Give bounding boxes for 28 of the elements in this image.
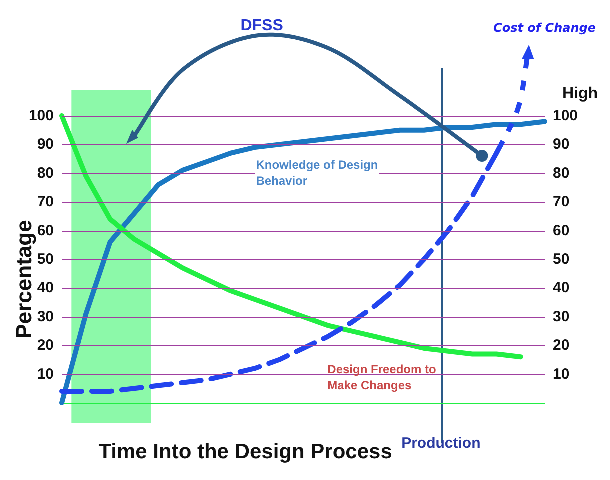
y2-tick-label: 50 bbox=[553, 251, 570, 268]
y2-tick-label: 40 bbox=[553, 280, 570, 297]
text: Production bbox=[402, 435, 481, 452]
y2-tick-label: 10 bbox=[553, 366, 570, 383]
text: High bbox=[562, 86, 598, 102]
series-label: Knowledge of Design Behavior bbox=[256, 158, 378, 188]
y-tick-label: 10 bbox=[37, 366, 54, 383]
y-tick-label: 90 bbox=[37, 136, 54, 154]
y-tick-label: 30 bbox=[37, 308, 54, 326]
y-tick-label: 20 bbox=[37, 337, 54, 354]
series-label: Design Freedom to Make Changes bbox=[328, 362, 436, 392]
text: Cost of Change bbox=[494, 21, 596, 35]
y2-tick-label: 30 bbox=[553, 308, 570, 326]
y-tick-label: 50 bbox=[37, 251, 54, 268]
y-tick-label: 80 bbox=[37, 164, 54, 182]
y2-tick-label: 90 bbox=[553, 136, 570, 154]
y-tick-label: 60 bbox=[37, 222, 54, 240]
y2-tick-label: 20 bbox=[553, 337, 570, 354]
y2-tick-label: 100 bbox=[553, 108, 578, 124]
y-tick-label: 100 bbox=[28, 108, 54, 124]
x-axis-title: Time Into the Design Process bbox=[98, 440, 392, 464]
y-tick-label: 70 bbox=[37, 194, 54, 211]
y-axis-title: Percentage bbox=[12, 220, 36, 339]
y2-tick-label: 60 bbox=[553, 222, 570, 240]
text: DFSS bbox=[240, 18, 284, 34]
y2-tick-label: 70 bbox=[553, 194, 570, 211]
y2-tick-label: 80 bbox=[553, 164, 570, 182]
y-tick-label: 40 bbox=[37, 280, 54, 297]
